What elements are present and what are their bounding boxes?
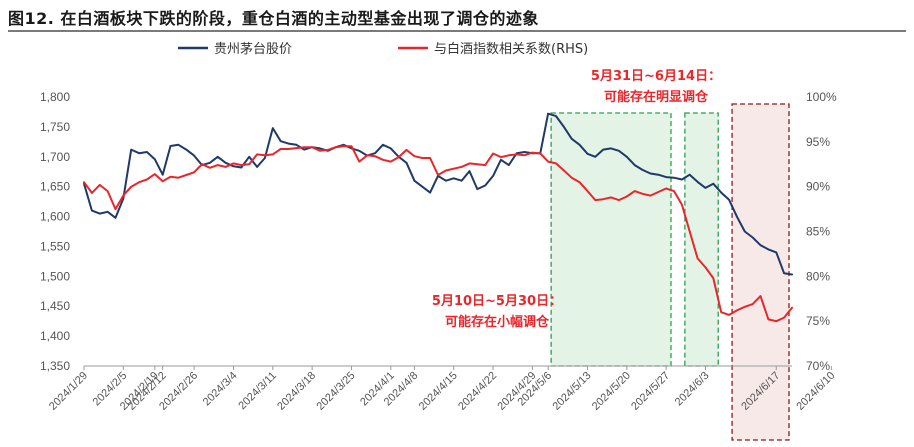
y-left-tick-label: 1,650: [40, 180, 70, 194]
series-line-correlation: [83, 145, 793, 323]
y-right-tick-label: 95%: [806, 135, 830, 149]
x-tick-label: 2024/6/10: [794, 370, 837, 413]
y-left-tick-label: 1,500: [40, 269, 70, 283]
x-tick-label: 2024/5/27: [629, 370, 672, 413]
y-left-tick-label: 1,700: [40, 150, 70, 164]
x-tick-label: 2024/4/22: [456, 370, 499, 413]
highlight-period-1: [550, 112, 672, 367]
figure-title: 图12. 在白酒板块下跌的阶段，重仓白酒的主动型基金出现了调仓的迹象: [8, 9, 539, 28]
x-tick-label: 2024/3/18: [275, 370, 318, 413]
legend-label: 与白酒指数相关系数(RHS): [434, 41, 588, 57]
y-left-tick-label: 1,600: [40, 210, 70, 224]
highlight-period-2: [684, 112, 719, 367]
y-right-tick-label: 90%: [806, 180, 830, 194]
y-left-tick-label: 1,450: [40, 299, 70, 313]
x-tick-label: 2024/6/3: [673, 370, 712, 409]
y-left-tick-label: 1,800: [40, 90, 70, 104]
y-right-tick-label: 85%: [806, 225, 830, 239]
x-tick-label: 2024/4/15: [417, 370, 460, 413]
annotation-text: 可能存在小幅调仓: [445, 314, 550, 330]
y-right-tick-label: 70%: [806, 359, 830, 373]
y-right-tick-label: 80%: [806, 269, 830, 283]
y-left-tick-label: 1,350: [40, 359, 70, 373]
highlight-period-3: [731, 103, 790, 441]
y-right-tick-label: 100%: [806, 90, 837, 104]
x-tick-label: 2024/5/20: [590, 370, 633, 413]
annotation-text: 5月10日~5月30日：: [432, 294, 562, 309]
x-tick-label: 2024/3/11: [236, 370, 279, 413]
title-divider: [8, 30, 906, 32]
y-left-tick-label: 1,550: [40, 239, 70, 253]
x-tick-label: 2024/1/29: [47, 370, 90, 413]
x-tick-label: 2024/3/4: [201, 370, 240, 409]
y-left-tick-label: 1,400: [40, 329, 70, 343]
annotation-text: 5月31日~6月14日：: [591, 69, 721, 84]
y-right-tick-label: 75%: [806, 314, 830, 328]
x-tick-label: 2024/5/13: [550, 370, 593, 413]
annotation-text: 可能存在明显调仓: [604, 89, 709, 105]
legend-label: 贵州茅台股价: [214, 42, 292, 57]
y-left-tick-label: 1,750: [40, 120, 70, 134]
x-tick-label: 2024/3/25: [314, 370, 357, 413]
